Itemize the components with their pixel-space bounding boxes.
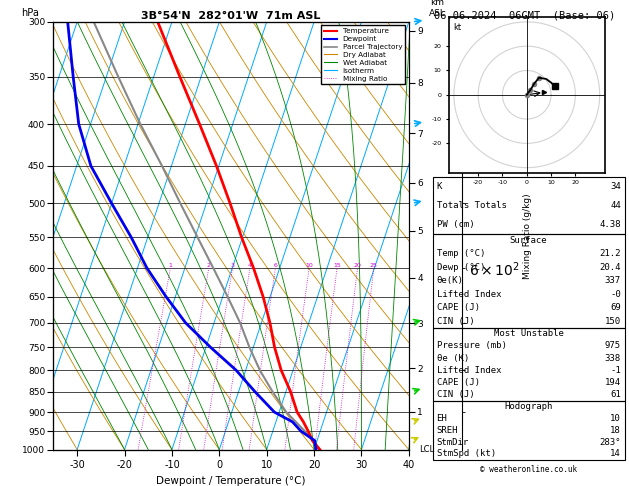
Text: Lifted Index: Lifted Index [437, 366, 501, 375]
Text: 34: 34 [610, 182, 621, 191]
Bar [433, 234, 625, 328]
Text: 2: 2 [207, 263, 211, 268]
Text: 20.4: 20.4 [599, 263, 621, 272]
Text: km
ASL: km ASL [429, 0, 446, 17]
Text: Temp (°C): Temp (°C) [437, 249, 485, 258]
Text: 25: 25 [370, 263, 378, 268]
Text: 150: 150 [604, 316, 621, 326]
Text: 14: 14 [610, 450, 621, 458]
Text: 10: 10 [305, 263, 313, 268]
X-axis label: Dewpoint / Temperature (°C): Dewpoint / Temperature (°C) [157, 475, 306, 486]
Text: CIN (J): CIN (J) [437, 316, 474, 326]
Text: © weatheronline.co.uk: © weatheronline.co.uk [480, 465, 577, 473]
Text: EH: EH [437, 414, 447, 423]
Text: θe (K): θe (K) [437, 354, 469, 363]
Text: 18: 18 [610, 426, 621, 435]
Text: StmSpd (kt): StmSpd (kt) [437, 450, 496, 458]
Text: Totals Totals: Totals Totals [437, 201, 506, 210]
Text: 4.38: 4.38 [599, 220, 621, 229]
Y-axis label: Mixing Ratio (g/kg): Mixing Ratio (g/kg) [523, 193, 532, 278]
Text: 194: 194 [604, 378, 621, 387]
Text: 44: 44 [610, 201, 621, 210]
Text: 3: 3 [230, 263, 235, 268]
Legend: Temperature, Dewpoint, Parcel Trajectory, Dry Adiabat, Wet Adiabat, Isotherm, Mi: Temperature, Dewpoint, Parcel Trajectory… [321, 25, 405, 85]
Text: -1: -1 [610, 366, 621, 375]
Text: StmDir: StmDir [437, 437, 469, 447]
Bar [433, 400, 625, 460]
Text: Dewp (°C): Dewp (°C) [437, 263, 485, 272]
Text: 6: 6 [274, 263, 277, 268]
Text: Surface: Surface [510, 236, 547, 245]
Text: CAPE (J): CAPE (J) [437, 303, 479, 312]
Text: PW (cm): PW (cm) [437, 220, 474, 229]
Text: 10: 10 [610, 414, 621, 423]
Text: hPa: hPa [21, 8, 40, 17]
Text: θe(K): θe(K) [437, 276, 464, 285]
Text: 975: 975 [604, 342, 621, 350]
Text: -0: -0 [610, 290, 621, 298]
Text: 4: 4 [248, 263, 252, 268]
Text: kt: kt [454, 23, 462, 32]
Text: SREH: SREH [437, 426, 458, 435]
Text: Most Unstable: Most Unstable [494, 330, 564, 338]
Text: 61: 61 [610, 390, 621, 399]
Text: Hodograph: Hodograph [504, 402, 553, 411]
Text: 20: 20 [353, 263, 362, 268]
Text: Lifted Index: Lifted Index [437, 290, 501, 298]
Text: LCL: LCL [420, 445, 435, 454]
Text: CIN (J): CIN (J) [437, 390, 474, 399]
Text: 337: 337 [604, 276, 621, 285]
Bar [433, 328, 625, 400]
Text: K: K [437, 182, 442, 191]
Text: CAPE (J): CAPE (J) [437, 378, 479, 387]
Bar [433, 177, 625, 234]
Text: 1: 1 [169, 263, 172, 268]
Text: 06.06.2024  06GMT  (Base: 06): 06.06.2024 06GMT (Base: 06) [434, 11, 615, 21]
Text: 15: 15 [333, 263, 341, 268]
Title: 3B°54'N  282°01'W  71m ASL: 3B°54'N 282°01'W 71m ASL [142, 11, 321, 21]
Text: 69: 69 [610, 303, 621, 312]
Text: 283°: 283° [599, 437, 621, 447]
Text: Pressure (mb): Pressure (mb) [437, 342, 506, 350]
Text: 21.2: 21.2 [599, 249, 621, 258]
Text: 338: 338 [604, 354, 621, 363]
